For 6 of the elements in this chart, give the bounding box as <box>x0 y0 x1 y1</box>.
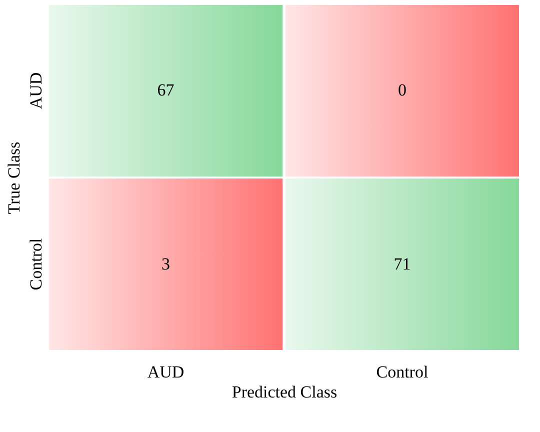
data-label: 67 <box>157 80 175 100</box>
y-axis-title: True Class <box>4 142 24 214</box>
data-label: 71 <box>394 254 411 274</box>
x-axis-title: Predicted Class <box>232 382 338 402</box>
data-label: 3 <box>162 254 170 274</box>
data-label: 0 <box>398 80 406 100</box>
